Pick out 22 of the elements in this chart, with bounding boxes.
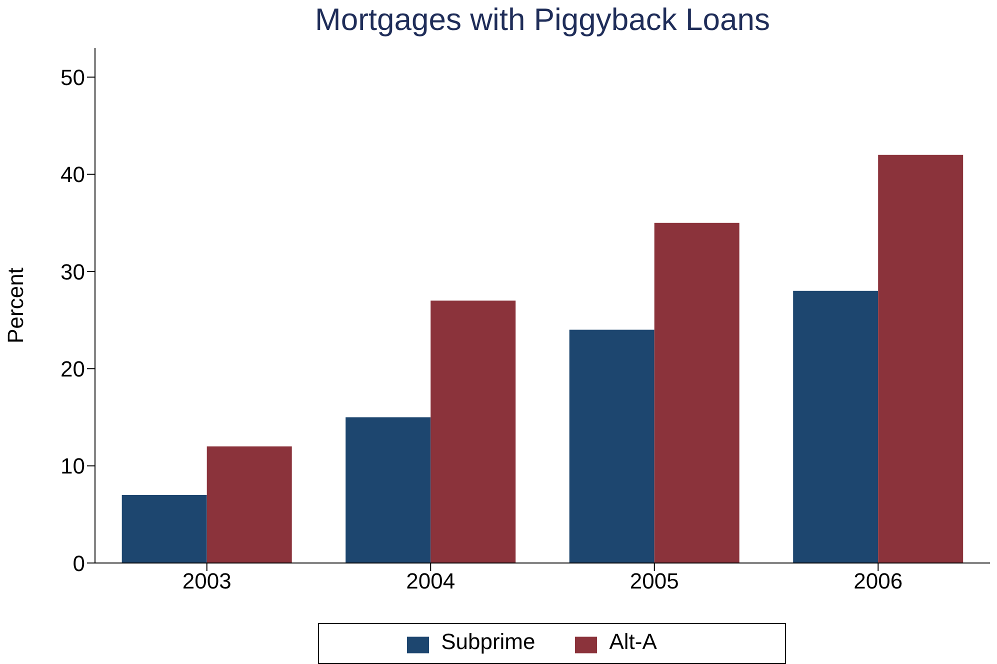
y-tick-label: 20	[60, 356, 85, 382]
y-axis-title: Percent	[2, 268, 28, 344]
bar	[430, 300, 516, 563]
legend-label: Alt-A	[609, 629, 657, 654]
y-tick-label: 0	[72, 550, 85, 576]
bar	[654, 222, 740, 563]
y-tick-label: 40	[60, 162, 85, 188]
y-tick-label: 10	[60, 454, 85, 479]
bar	[793, 290, 878, 563]
x-tick-label: 2005	[630, 568, 679, 594]
x-tick-label: 2004	[406, 568, 456, 594]
bar	[206, 446, 292, 563]
bar	[569, 330, 654, 563]
x-tick-label: 2003	[182, 568, 232, 594]
legend-label: Subprime	[441, 629, 536, 654]
chart-title: Mortgages with Piggyback Loans	[314, 2, 771, 38]
x-tick-label: 2006	[854, 568, 903, 594]
bar	[346, 417, 431, 563]
y-tick-label: 50	[60, 64, 85, 90]
y-tick-label: 30	[60, 259, 85, 284]
bar	[122, 494, 207, 563]
bar	[878, 154, 964, 563]
